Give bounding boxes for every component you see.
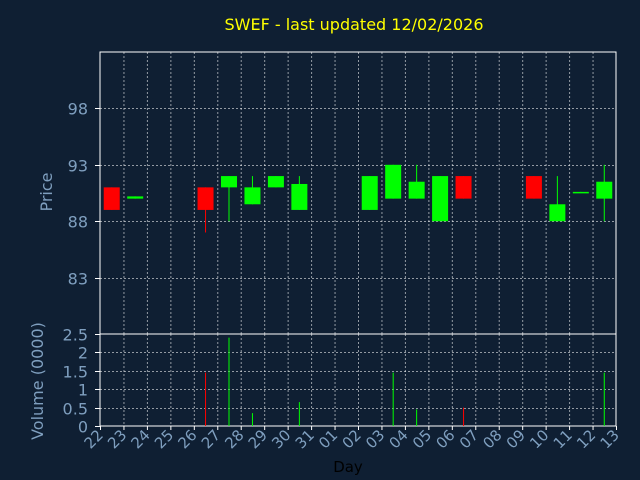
price-tick-label: 83 [68, 270, 88, 289]
x-axis-label: Day [333, 458, 363, 476]
candle-up [244, 187, 261, 205]
candle-up [549, 204, 566, 222]
candle-down [455, 176, 472, 199]
x-axis-ticks: 2223242526272829303101020304050607080910… [81, 426, 623, 452]
candle-down [197, 187, 214, 210]
volume-tick-label: 1.5 [63, 363, 88, 382]
candle-up [267, 176, 284, 188]
volume-series [205, 337, 605, 426]
price-tick-label: 93 [68, 157, 88, 176]
candle-up [385, 164, 402, 199]
volume-tick-label: 0 [78, 418, 88, 437]
candle-up [596, 181, 613, 199]
volume-tick-label: 1 [78, 381, 88, 400]
volume-tick-label: 2 [78, 344, 88, 363]
candle-down [525, 176, 542, 199]
price-grid [99, 51, 617, 335]
price-axis: 83 88 93 98 [68, 100, 100, 289]
candle-up [408, 181, 425, 199]
price-axis-label: Price [37, 172, 56, 211]
candle-up [361, 176, 378, 210]
volume-tick-label: 2.5 [63, 326, 88, 345]
candle-down [103, 187, 120, 210]
volume-tick-label: 0.5 [63, 400, 88, 419]
candlestick-series [103, 164, 613, 233]
price-tick-label: 88 [68, 213, 88, 232]
volume-axis-label: Volume (0000) [28, 322, 47, 440]
price-tick-label: 98 [68, 100, 88, 119]
candle-up [221, 176, 237, 188]
candle-up [291, 183, 308, 210]
chart-title: SWEF - last updated 12/02/2026 [224, 15, 483, 34]
candle-up [432, 176, 449, 222]
candle-up [127, 196, 144, 199]
volume-axis: 00.511.522.5 [63, 326, 100, 437]
candle-up [572, 191, 589, 194]
